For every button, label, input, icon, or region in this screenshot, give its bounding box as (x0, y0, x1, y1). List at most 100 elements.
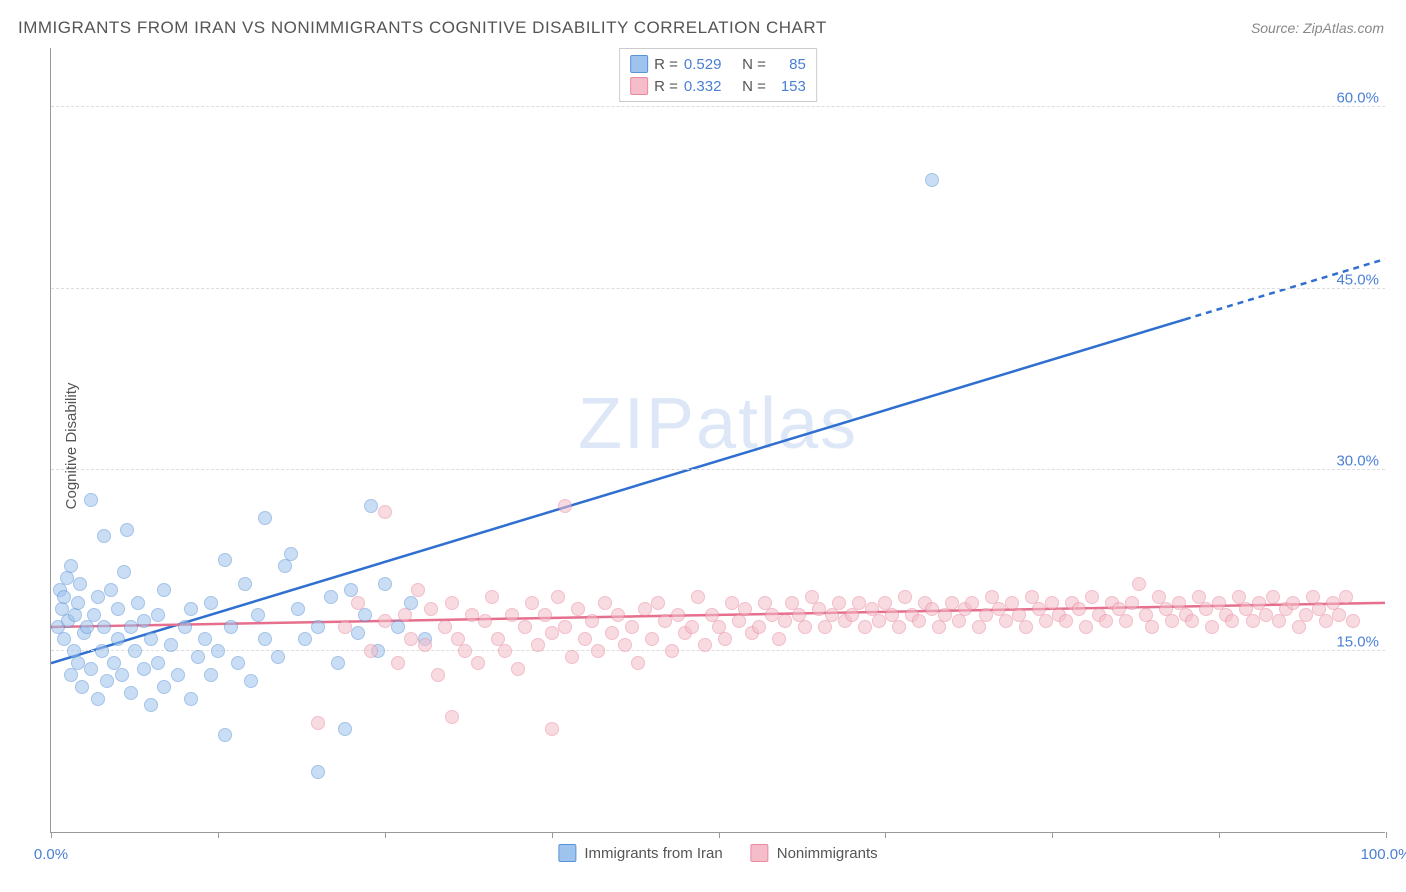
scatter-point (60, 571, 74, 585)
scatter-point (117, 565, 131, 579)
scatter-point (128, 644, 142, 658)
x-tick (385, 832, 386, 838)
scatter-point (1119, 614, 1133, 628)
source-name: ZipAtlas.com (1303, 20, 1384, 36)
gridline (51, 288, 1385, 289)
scatter-point (1246, 614, 1260, 628)
scatter-point (972, 620, 986, 634)
scatter-point (1085, 590, 1099, 604)
scatter-point (211, 644, 225, 658)
scatter-point (938, 608, 952, 622)
scatter-point (585, 614, 599, 628)
scatter-point (611, 608, 625, 622)
scatter-point (411, 583, 425, 597)
scatter-point (378, 577, 392, 591)
scatter-point (64, 668, 78, 682)
scatter-point (64, 559, 78, 573)
scatter-point (671, 608, 685, 622)
legend-series-label: Nonimmigrants (777, 845, 878, 862)
scatter-point (858, 620, 872, 634)
legend-n-label: N = (738, 56, 766, 73)
y-tick-label: 60.0% (1336, 90, 1379, 107)
scatter-point (91, 692, 105, 706)
scatter-point (84, 493, 98, 507)
scatter-point (465, 608, 479, 622)
trend-lines-svg (51, 48, 1385, 832)
scatter-point (1185, 614, 1199, 628)
x-tick (885, 832, 886, 838)
plot-area: ZIPatlas R =0.529 N =85R =0.332 N =153 I… (50, 48, 1385, 833)
scatter-point (691, 590, 705, 604)
y-tick-label: 30.0% (1336, 452, 1379, 469)
scatter-point (952, 614, 966, 628)
scatter-point (798, 620, 812, 634)
scatter-point (251, 608, 265, 622)
scatter-point (111, 602, 125, 616)
scatter-point (224, 620, 238, 634)
scatter-point (505, 608, 519, 622)
scatter-point (698, 638, 712, 652)
scatter-point (151, 656, 165, 670)
legend-swatch-icon (751, 844, 769, 862)
scatter-point (1319, 614, 1333, 628)
scatter-point (478, 614, 492, 628)
legend-swatch-icon (558, 844, 576, 862)
scatter-point (732, 614, 746, 628)
scatter-point (144, 632, 158, 646)
scatter-point (765, 608, 779, 622)
scatter-point (184, 602, 198, 616)
scatter-point (558, 499, 572, 513)
scatter-point (71, 596, 85, 610)
scatter-point (271, 650, 285, 664)
chart-title: IMMIGRANTS FROM IRAN VS NONIMMIGRANTS CO… (18, 18, 827, 38)
scatter-point (932, 620, 946, 634)
scatter-point (331, 656, 345, 670)
scatter-point (157, 583, 171, 597)
scatter-point (1019, 620, 1033, 634)
gridline (51, 650, 1385, 651)
scatter-point (364, 499, 378, 513)
legend-n-value: 85 (772, 56, 806, 73)
scatter-point (438, 620, 452, 634)
legend-r-value: 0.529 (684, 56, 732, 73)
scatter-point (311, 620, 325, 634)
scatter-point (812, 602, 826, 616)
legend-r-label: R = (654, 56, 678, 73)
legend-stats-row: R =0.332 N =153 (630, 75, 806, 97)
scatter-point (178, 620, 192, 634)
scatter-point (1339, 590, 1353, 604)
scatter-point (191, 650, 205, 664)
scatter-point (124, 620, 138, 634)
scatter-point (605, 626, 619, 640)
scatter-point (892, 620, 906, 634)
scatter-point (144, 698, 158, 712)
scatter-point (404, 632, 418, 646)
scatter-point (311, 765, 325, 779)
scatter-point (738, 602, 752, 616)
scatter-point (845, 608, 859, 622)
scatter-point (100, 674, 114, 688)
y-tick-label: 15.0% (1336, 633, 1379, 650)
scatter-point (872, 614, 886, 628)
legend-swatch-icon (630, 77, 648, 95)
scatter-point (391, 656, 405, 670)
scatter-point (137, 614, 151, 628)
scatter-point (685, 620, 699, 634)
scatter-point (80, 620, 94, 634)
legend-stats-box: R = 0.529 N = 85 R =0.332 N =153 (619, 48, 817, 102)
scatter-point (725, 596, 739, 610)
scatter-point (364, 644, 378, 658)
scatter-point (115, 668, 129, 682)
scatter-point (625, 620, 639, 634)
scatter-point (73, 577, 87, 591)
scatter-point (925, 602, 939, 616)
scatter-point (598, 596, 612, 610)
scatter-point (551, 590, 565, 604)
scatter-point (852, 596, 866, 610)
scatter-point (218, 728, 232, 742)
scatter-point (772, 632, 786, 646)
scatter-point (218, 553, 232, 567)
scatter-point (424, 602, 438, 616)
x-tick (1052, 832, 1053, 838)
legend-stats-row: R = 0.529 N = 85 (630, 53, 806, 75)
